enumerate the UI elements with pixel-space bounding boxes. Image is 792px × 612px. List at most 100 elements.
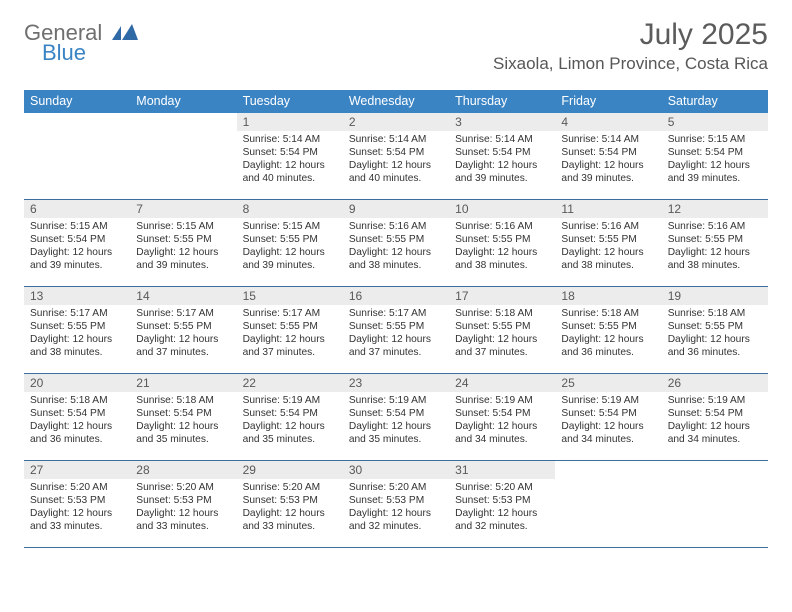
day-number: 26 bbox=[662, 374, 768, 392]
dow-header-cell: Wednesday bbox=[343, 90, 449, 113]
sunrise-value: 5:18 AM bbox=[708, 308, 745, 319]
sunset-label: Sunset: bbox=[668, 321, 705, 332]
day-number: 24 bbox=[449, 374, 555, 392]
sunset-line: Sunset: 5:55 PM bbox=[668, 233, 762, 246]
sunset-value: 5:55 PM bbox=[493, 321, 531, 332]
day-cell: 27Sunrise: 5:20 AMSunset: 5:53 PMDayligh… bbox=[24, 461, 130, 547]
weeks-container: 1Sunrise: 5:14 AMSunset: 5:54 PMDaylight… bbox=[24, 113, 768, 548]
calendar-page: General Blue July 2025 Sixaola, Limon Pr… bbox=[0, 0, 792, 612]
day-body: Sunrise: 5:16 AMSunset: 5:55 PMDaylight:… bbox=[662, 218, 768, 276]
day-cell: 10Sunrise: 5:16 AMSunset: 5:55 PMDayligh… bbox=[449, 200, 555, 286]
day-number: 23 bbox=[343, 374, 449, 392]
day-body: Sunrise: 5:20 AMSunset: 5:53 PMDaylight:… bbox=[449, 479, 555, 537]
sunrise-line: Sunrise: 5:17 AM bbox=[243, 307, 337, 320]
day-cell: 29Sunrise: 5:20 AMSunset: 5:53 PMDayligh… bbox=[237, 461, 343, 547]
daylight-label: Daylight: bbox=[561, 160, 603, 171]
day-cell: 19Sunrise: 5:18 AMSunset: 5:55 PMDayligh… bbox=[662, 287, 768, 373]
sunset-value: 5:53 PM bbox=[493, 495, 531, 506]
sunset-label: Sunset: bbox=[349, 408, 386, 419]
sunset-label: Sunset: bbox=[136, 234, 173, 245]
day-number: 6 bbox=[24, 200, 130, 218]
sunrise-line: Sunrise: 5:19 AM bbox=[668, 394, 762, 407]
sunrise-value: 5:19 AM bbox=[602, 395, 639, 406]
sunset-line: Sunset: 5:55 PM bbox=[136, 233, 230, 246]
day-cell: 25Sunrise: 5:19 AMSunset: 5:54 PMDayligh… bbox=[555, 374, 661, 460]
sunset-value: 5:55 PM bbox=[493, 234, 531, 245]
day-cell: 8Sunrise: 5:15 AMSunset: 5:55 PMDaylight… bbox=[237, 200, 343, 286]
day-cell: 17Sunrise: 5:18 AMSunset: 5:55 PMDayligh… bbox=[449, 287, 555, 373]
day-number: 10 bbox=[449, 200, 555, 218]
day-number: 4 bbox=[555, 113, 661, 131]
sunset-line: Sunset: 5:55 PM bbox=[349, 233, 443, 246]
sunset-label: Sunset: bbox=[243, 147, 280, 158]
day-body: Sunrise: 5:18 AMSunset: 5:54 PMDaylight:… bbox=[130, 392, 236, 450]
sunrise-line: Sunrise: 5:16 AM bbox=[668, 220, 762, 233]
sunset-value: 5:53 PM bbox=[280, 495, 318, 506]
empty-day-cell bbox=[130, 113, 236, 199]
day-number: 3 bbox=[449, 113, 555, 131]
day-cell: 15Sunrise: 5:17 AMSunset: 5:55 PMDayligh… bbox=[237, 287, 343, 373]
day-number: 16 bbox=[343, 287, 449, 305]
sunset-label: Sunset: bbox=[30, 234, 67, 245]
day-body: Sunrise: 5:16 AMSunset: 5:55 PMDaylight:… bbox=[555, 218, 661, 276]
empty-day-cell bbox=[24, 113, 130, 199]
day-number: 11 bbox=[555, 200, 661, 218]
week-row: 20Sunrise: 5:18 AMSunset: 5:54 PMDayligh… bbox=[24, 374, 768, 461]
sunset-value: 5:55 PM bbox=[67, 321, 105, 332]
sunrise-label: Sunrise: bbox=[455, 221, 495, 232]
day-body: Sunrise: 5:14 AMSunset: 5:54 PMDaylight:… bbox=[555, 131, 661, 189]
sunset-value: 5:54 PM bbox=[599, 408, 637, 419]
daylight-label: Daylight: bbox=[455, 421, 497, 432]
sunset-line: Sunset: 5:55 PM bbox=[243, 320, 337, 333]
daylight-label: Daylight: bbox=[349, 421, 391, 432]
day-number: 25 bbox=[555, 374, 661, 392]
sunset-line: Sunset: 5:53 PM bbox=[243, 494, 337, 507]
location-title: Sixaola, Limon Province, Costa Rica bbox=[493, 54, 768, 74]
daylight-label: Daylight: bbox=[455, 160, 497, 171]
sunset-line: Sunset: 5:54 PM bbox=[668, 146, 762, 159]
sunrise-line: Sunrise: 5:16 AM bbox=[349, 220, 443, 233]
daylight-label: Daylight: bbox=[349, 247, 391, 258]
day-of-week-header-row: SundayMondayTuesdayWednesdayThursdayFrid… bbox=[24, 90, 768, 113]
day-cell: 21Sunrise: 5:18 AMSunset: 5:54 PMDayligh… bbox=[130, 374, 236, 460]
sunrise-line: Sunrise: 5:15 AM bbox=[30, 220, 124, 233]
sunrise-line: Sunrise: 5:19 AM bbox=[455, 394, 549, 407]
sunrise-value: 5:17 AM bbox=[283, 308, 320, 319]
dow-header-cell: Saturday bbox=[662, 90, 768, 113]
sunrise-label: Sunrise: bbox=[455, 134, 495, 145]
daylight-label: Daylight: bbox=[30, 508, 72, 519]
day-cell: 3Sunrise: 5:14 AMSunset: 5:54 PMDaylight… bbox=[449, 113, 555, 199]
daylight-line: Daylight: 12 hours and 37 minutes. bbox=[136, 333, 230, 359]
day-cell: 28Sunrise: 5:20 AMSunset: 5:53 PMDayligh… bbox=[130, 461, 236, 547]
sunrise-label: Sunrise: bbox=[243, 395, 283, 406]
sunset-value: 5:54 PM bbox=[67, 408, 105, 419]
sunset-label: Sunset: bbox=[136, 408, 173, 419]
sunrise-value: 5:20 AM bbox=[495, 482, 532, 493]
sunrise-line: Sunrise: 5:19 AM bbox=[561, 394, 655, 407]
sunset-line: Sunset: 5:54 PM bbox=[243, 407, 337, 420]
sunset-label: Sunset: bbox=[243, 408, 280, 419]
day-cell: 2Sunrise: 5:14 AMSunset: 5:54 PMDaylight… bbox=[343, 113, 449, 199]
sunset-label: Sunset: bbox=[349, 495, 386, 506]
sunset-label: Sunset: bbox=[349, 147, 386, 158]
day-body: Sunrise: 5:20 AMSunset: 5:53 PMDaylight:… bbox=[24, 479, 130, 537]
sunset-label: Sunset: bbox=[30, 321, 67, 332]
daylight-line: Daylight: 12 hours and 37 minutes. bbox=[455, 333, 549, 359]
day-number: 22 bbox=[237, 374, 343, 392]
sunrise-label: Sunrise: bbox=[243, 482, 283, 493]
daylight-line: Daylight: 12 hours and 38 minutes. bbox=[455, 246, 549, 272]
daylight-line: Daylight: 12 hours and 39 minutes. bbox=[561, 159, 655, 185]
day-body: Sunrise: 5:15 AMSunset: 5:54 PMDaylight:… bbox=[662, 131, 768, 189]
sunrise-label: Sunrise: bbox=[455, 482, 495, 493]
daylight-label: Daylight: bbox=[243, 334, 285, 345]
daylight-label: Daylight: bbox=[349, 160, 391, 171]
day-body: Sunrise: 5:17 AMSunset: 5:55 PMDaylight:… bbox=[237, 305, 343, 363]
day-body: Sunrise: 5:14 AMSunset: 5:54 PMDaylight:… bbox=[237, 131, 343, 189]
sunrise-label: Sunrise: bbox=[30, 221, 70, 232]
sunset-label: Sunset: bbox=[561, 147, 598, 158]
day-body: Sunrise: 5:17 AMSunset: 5:55 PMDaylight:… bbox=[343, 305, 449, 363]
month-title: July 2025 bbox=[493, 18, 768, 52]
sunset-label: Sunset: bbox=[349, 234, 386, 245]
sunrise-value: 5:17 AM bbox=[389, 308, 426, 319]
daylight-line: Daylight: 12 hours and 36 minutes. bbox=[561, 333, 655, 359]
